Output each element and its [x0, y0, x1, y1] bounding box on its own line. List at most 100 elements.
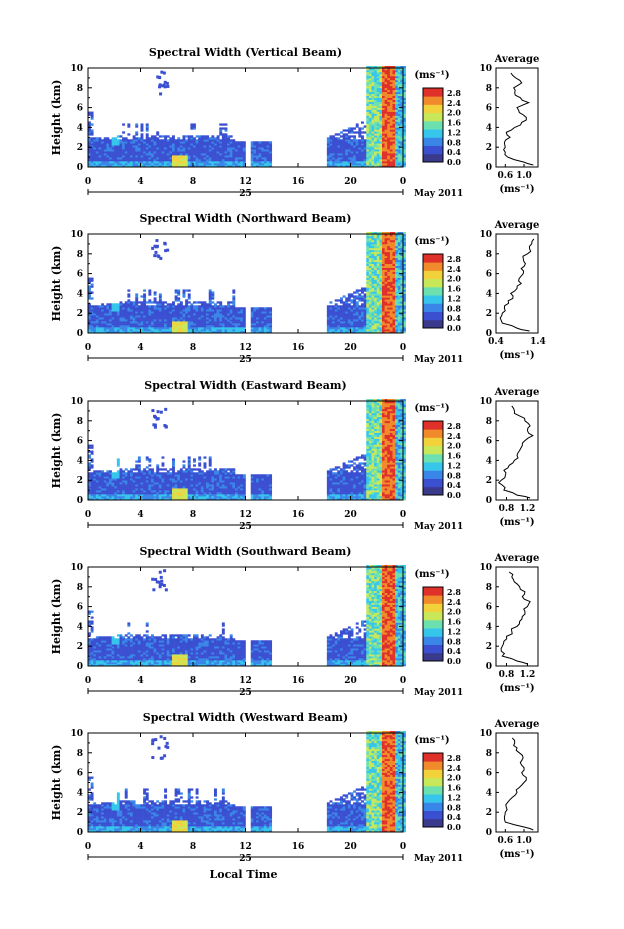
heatmap-cell	[389, 297, 393, 300]
heatmap-cell	[140, 484, 144, 487]
heatmap-cell	[371, 101, 375, 104]
heatmap-cell	[376, 133, 380, 136]
heatmap-cell	[172, 141, 175, 144]
heatmap-cell	[148, 484, 152, 487]
heatmap-cell	[101, 488, 105, 491]
heatmap-cell	[229, 321, 233, 324]
heatmap-cell	[403, 271, 406, 274]
heatmap-cell	[221, 147, 225, 150]
heatmap-cell	[143, 496, 147, 499]
heatmap-cell	[235, 141, 238, 144]
heatmap-cell	[122, 161, 126, 164]
heatmap-cell	[153, 325, 157, 328]
heatmap-cell	[227, 137, 231, 140]
heatmap-cell	[376, 161, 380, 164]
heatmap-cell	[130, 149, 133, 152]
heatmap-cell	[371, 165, 375, 168]
heatmap-cell	[329, 325, 333, 328]
heatmap-cell	[403, 237, 406, 241]
heatmap-cell	[379, 307, 383, 310]
heatmap-cell	[174, 157, 178, 160]
heatmap-cell	[263, 315, 267, 318]
heatmap-cell	[158, 490, 162, 493]
heatmap-cell	[389, 303, 393, 306]
heatmap-cell	[376, 255, 380, 259]
heatmap-cell	[203, 305, 207, 308]
heatmap-cell	[392, 279, 396, 282]
heatmap-cell	[116, 470, 120, 473]
heatmap-cell	[185, 139, 189, 142]
heatmap-cell	[130, 327, 133, 330]
heatmap-cell	[389, 119, 393, 122]
heatmap-cell	[395, 95, 399, 98]
heatmap-cell	[208, 293, 212, 296]
heatmap-cell	[206, 329, 210, 332]
heatmap-cell	[387, 251, 391, 255]
heatmap-cell	[198, 327, 202, 330]
heatmap-cell	[122, 490, 126, 493]
heatmap-cell	[101, 141, 105, 144]
heatmap-cell	[101, 319, 105, 322]
heatmap-cell	[361, 151, 364, 154]
heatmap-cell	[193, 323, 196, 326]
heatmap-cell	[161, 488, 165, 491]
heatmap-cell	[232, 327, 236, 330]
heatmap-cell	[127, 301, 131, 304]
heatmap-cell	[169, 486, 173, 489]
heatmap-cell	[368, 263, 372, 266]
heatmap-cell	[397, 305, 401, 308]
heatmap-cell	[177, 309, 181, 312]
heatmap-cell	[395, 243, 399, 247]
heatmap-cell	[235, 163, 238, 166]
heatmap-cell	[397, 331, 401, 334]
heatmap-cell	[355, 319, 359, 322]
heatmap-cell	[366, 143, 370, 146]
heatmap-cell	[395, 329, 399, 332]
heatmap-cell	[345, 319, 349, 322]
heatmap-cell	[376, 285, 380, 288]
x-tick-label: 12	[239, 343, 252, 353]
heatmap-cell	[374, 125, 378, 128]
heatmap-cell	[153, 498, 157, 501]
heatmap-cell	[397, 239, 401, 243]
heatmap-cell	[232, 145, 236, 148]
heatmap-cell	[166, 313, 170, 316]
heatmap-cell	[195, 143, 199, 146]
heatmap-cell	[95, 490, 99, 493]
heatmap-cell	[389, 271, 393, 274]
heatmap-cell	[235, 157, 238, 160]
heatmap-cell	[334, 133, 338, 136]
heatmap-cell	[340, 161, 343, 164]
heatmap-cell	[237, 155, 241, 158]
heatmap-cell	[395, 305, 399, 308]
heatmap-cell	[379, 235, 383, 239]
heatmap-cell	[371, 297, 375, 300]
heatmap-cell	[187, 317, 191, 320]
heatmap-cell	[382, 323, 385, 326]
heatmap-cell	[137, 321, 141, 324]
heatmap-cell	[266, 321, 270, 324]
heatmap-cell	[345, 303, 349, 306]
heatmap-cell	[221, 137, 225, 140]
heatmap-cell	[114, 147, 118, 150]
heatmap-cell	[127, 319, 131, 322]
heatmap-cell	[326, 141, 330, 144]
heatmap-cell	[387, 273, 391, 276]
heatmap-cell	[258, 157, 262, 160]
heatmap-cell	[389, 153, 393, 156]
heatmap-cell	[347, 165, 351, 168]
heatmap-cell	[214, 321, 217, 324]
heatmap-cell	[193, 149, 196, 152]
heatmap-cell	[368, 91, 372, 95]
heatmap-cell	[145, 159, 149, 162]
heatmap-cell	[166, 480, 170, 483]
heatmap-cell	[397, 147, 401, 150]
heatmap-cell	[153, 244, 157, 248]
heatmap-cell	[403, 279, 406, 282]
heatmap-cell	[368, 321, 372, 324]
heatmap-cell	[400, 329, 404, 332]
heatmap-cell	[187, 155, 191, 158]
heatmap-cell	[122, 159, 126, 162]
heatmap-cell	[366, 149, 370, 152]
heatmap-cell	[109, 492, 112, 495]
